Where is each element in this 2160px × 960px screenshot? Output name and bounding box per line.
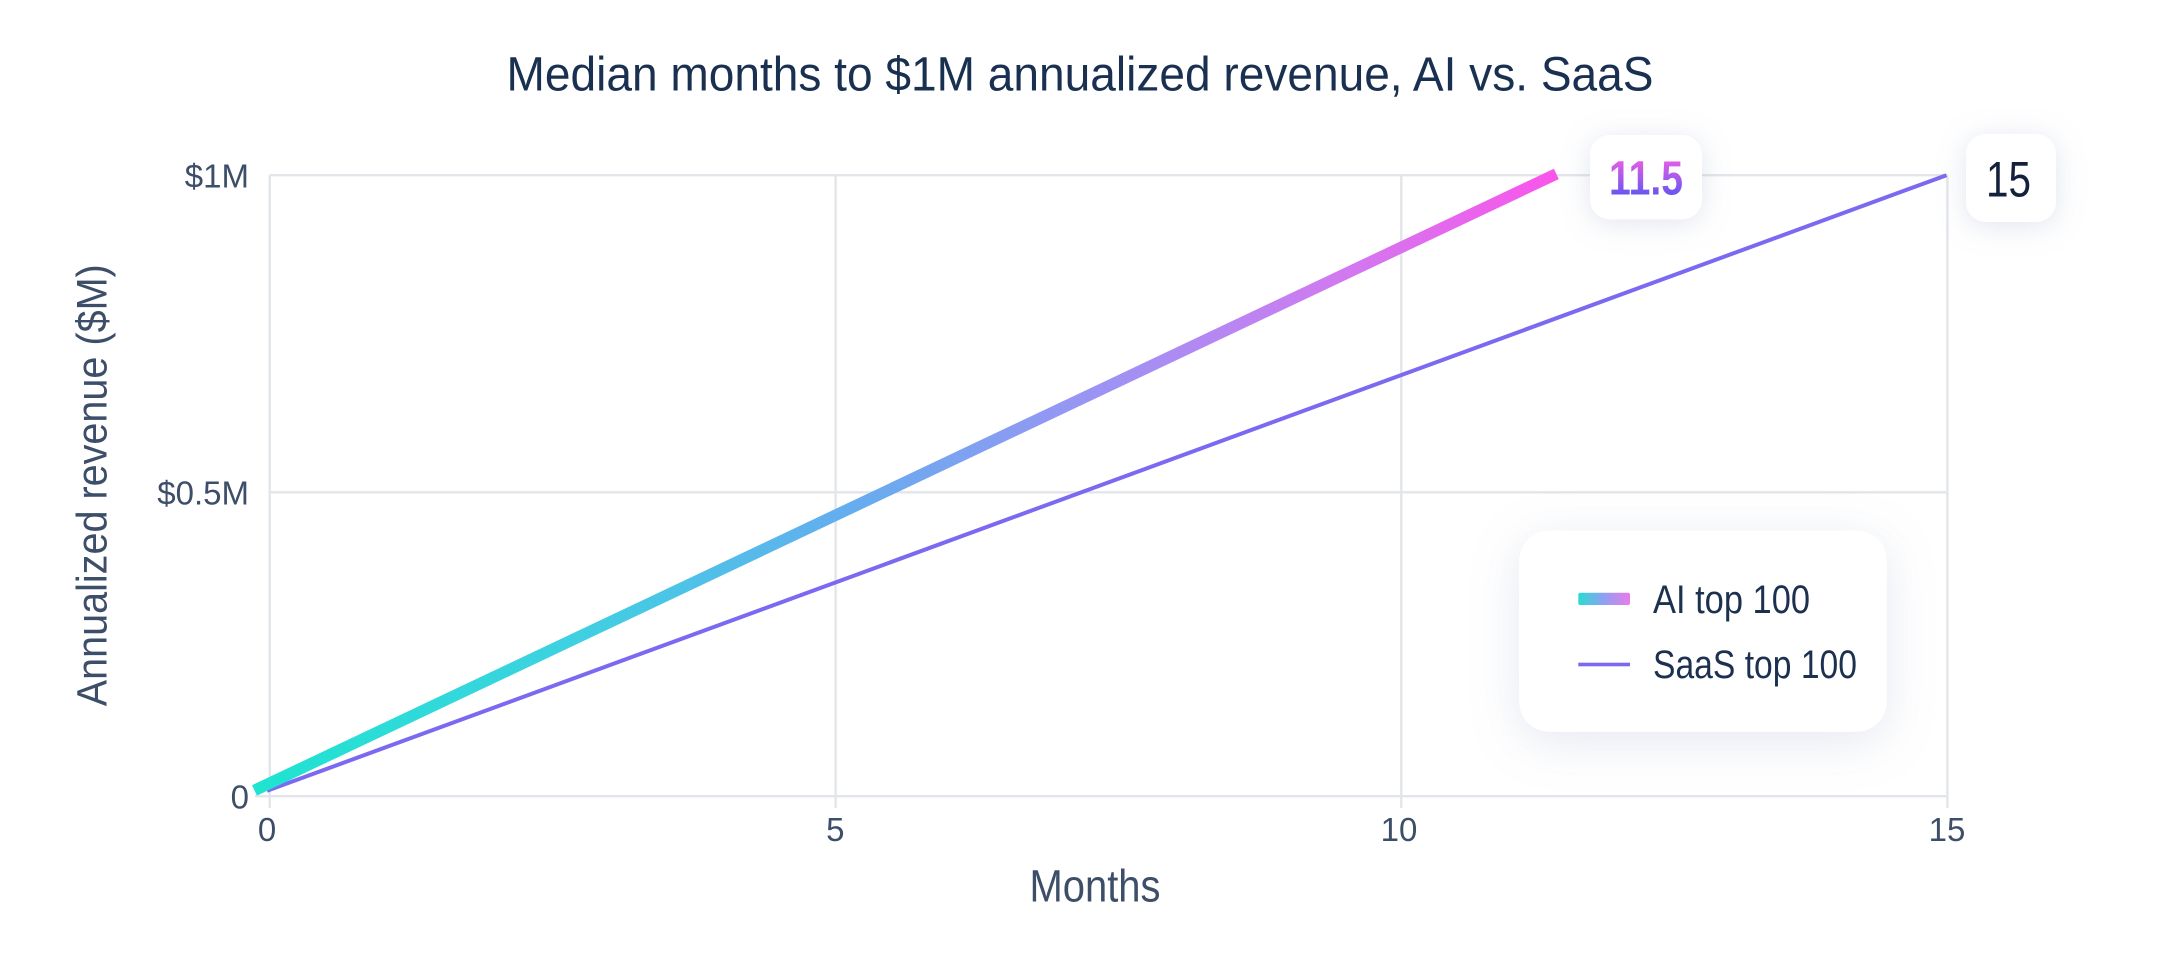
svg-text:AI top 100: AI top 100 [1653, 578, 1810, 622]
svg-text:Annualized revenue ($M): Annualized revenue ($M) [69, 264, 117, 706]
svg-text:Months: Months [1030, 861, 1161, 912]
svg-text:SaaS top 100: SaaS top 100 [1653, 643, 1857, 687]
svg-text:10: 10 [1381, 811, 1418, 848]
svg-text:15: 15 [1929, 811, 1966, 848]
svg-text:15: 15 [1986, 152, 2031, 208]
svg-text:$1M: $1M [185, 157, 249, 194]
svg-text:0: 0 [258, 811, 276, 848]
svg-text:Median months to $1M annualize: Median months to $1M annualized revenue,… [507, 48, 1654, 101]
svg-text:5: 5 [826, 811, 844, 848]
svg-text:11.5: 11.5 [1609, 153, 1683, 206]
svg-text:$0.5M: $0.5M [157, 474, 249, 511]
svg-text:0: 0 [231, 778, 249, 815]
